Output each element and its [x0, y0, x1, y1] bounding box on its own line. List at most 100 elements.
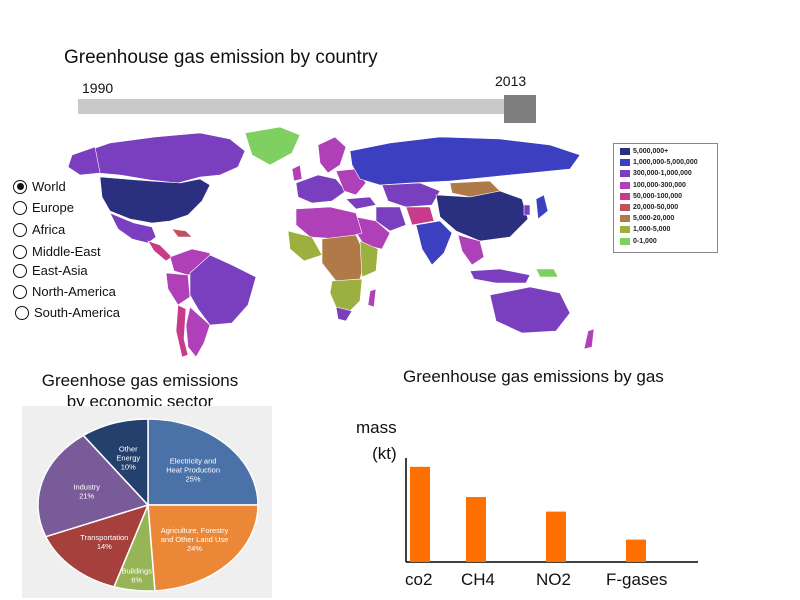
map-india: [415, 220, 453, 266]
radio-circle-icon[interactable]: [13, 263, 27, 278]
pie-slice: [37, 434, 150, 538]
y-axis-label-line-1: mass: [356, 418, 397, 437]
legend-item: 1,000-5,000: [620, 226, 671, 234]
map-southern-africa: [329, 278, 363, 314]
pie-slice-label: Electricity and: [170, 457, 217, 466]
legend-swatch: [620, 148, 630, 155]
region-radio-east-asia[interactable]: East-Asia: [13, 263, 88, 278]
legend-label: 50,000-100,000: [633, 192, 683, 200]
radio-circle-icon[interactable]: [13, 244, 27, 259]
region-radio-label: Africa: [32, 222, 66, 237]
legend-item: 5,000,000+: [620, 148, 668, 155]
pie-slice-percent: 14%: [97, 542, 112, 551]
map-brazil: [189, 254, 257, 326]
bar-co2: [410, 466, 430, 562]
map-chile: [175, 304, 189, 358]
pie-slice-percent: 25%: [186, 475, 201, 484]
map-south-africa: [335, 306, 353, 322]
map-legend: 5,000,000+ 1,000,000-5,000,000 300,000-1,0…: [613, 143, 718, 253]
legend-swatch: [620, 215, 630, 223]
world-map[interactable]: [60, 125, 620, 360]
x-tick-label: F-gases: [606, 570, 668, 589]
radio-circle-icon[interactable]: [13, 179, 27, 194]
legend-item: 5,000-20,000: [620, 215, 675, 223]
map-turkey: [345, 196, 377, 210]
legend-swatch: [620, 170, 630, 178]
map-australia: [489, 286, 571, 334]
radio-circle-icon[interactable]: [13, 200, 27, 215]
legend-swatch: [620, 204, 630, 211]
map-southeast-asia: [457, 234, 485, 266]
pie-slice-label: Heat Production: [166, 466, 220, 475]
map-greenland: [244, 126, 301, 166]
map-scandinavia: [317, 136, 347, 174]
pie-slice-label: Transportation: [80, 533, 128, 542]
pie-slice-label: and Other Land Use: [161, 535, 229, 544]
region-radio-label: Middle-East: [32, 244, 101, 259]
legend-swatch: [620, 226, 630, 234]
region-radio-europe[interactable]: Europe: [13, 200, 74, 215]
slider-end-label: 2013: [495, 73, 527, 89]
map-japan: [535, 194, 549, 220]
page-title: Greenhouse gas emission by country: [64, 47, 378, 68]
year-slider-track[interactable]: [78, 99, 536, 114]
bar-no2: [546, 511, 566, 562]
pie-slice-percent: 21%: [79, 492, 94, 501]
legend-label: 100,000-300,000: [633, 181, 686, 189]
legend-swatch: [620, 237, 630, 245]
legend-swatch: [620, 181, 630, 189]
region-radio-label: World: [32, 179, 66, 194]
pie-slice-label: Agriculture, Forestry: [161, 526, 229, 535]
x-tick-label: NO2: [536, 570, 571, 589]
map-east-africa: [359, 240, 379, 278]
pie-slice: [44, 503, 150, 588]
legend-item: 1,000,000-5,000,000: [620, 159, 698, 167]
year-slider-handle[interactable]: [504, 95, 536, 123]
x-tick-label: CH4: [461, 570, 496, 589]
radio-circle-icon[interactable]: [13, 284, 27, 299]
bar-f-gases: [626, 539, 646, 562]
pie-slice-percent: 24%: [187, 544, 202, 553]
map-alaska: [67, 146, 101, 176]
region-radio-label: South-America: [34, 305, 120, 320]
map-central-america: [147, 240, 173, 262]
pie-slice-percent: 6%: [131, 575, 142, 584]
region-radio-north-america[interactable]: North-America: [13, 284, 116, 299]
region-radio-label: Europe: [32, 200, 74, 215]
map-argentina: [185, 306, 211, 358]
map-west-africa: [287, 230, 323, 262]
pie-slice-label: Energy: [116, 454, 140, 463]
y-axis-label: mass (kt): [356, 415, 397, 467]
legend-label: 300,000-1,000,000: [633, 170, 692, 178]
map-central-africa: [321, 234, 367, 282]
map-mexico: [109, 212, 157, 244]
map-caribbean: [171, 228, 193, 238]
region-radio-world[interactable]: World: [13, 179, 66, 194]
pie-slice-label: Industry: [73, 483, 100, 492]
legend-label: 5,000,000+: [633, 148, 669, 155]
map-korea: [523, 204, 531, 216]
pie-slice-label: Other: [119, 445, 138, 454]
map-canada: [74, 132, 246, 184]
map-iran: [375, 206, 407, 232]
radio-circle-icon[interactable]: [15, 305, 29, 320]
legend-item: 300,000-1,000,000: [620, 170, 692, 178]
legend-label: 1,000,000-5,000,000: [633, 159, 698, 167]
map-russia: [349, 136, 581, 186]
region-radio-south-america[interactable]: South-America: [15, 305, 120, 320]
pie-slice-percent: 10%: [121, 463, 136, 472]
legend-item: 20,000-50,000: [620, 204, 678, 211]
legend-label: 1,000-5,000: [633, 226, 671, 234]
pie-slice: [147, 504, 259, 592]
x-tick-label: co2: [405, 570, 433, 589]
legend-label: 5,000-20,000: [633, 215, 675, 223]
bar-chart: [405, 458, 698, 563]
region-radio-middle-east[interactable]: Middle-East: [13, 244, 101, 259]
map-north-africa: [295, 206, 363, 240]
map-new-zealand: [583, 328, 595, 350]
legend-item: 100,000-300,000: [620, 181, 686, 189]
radio-circle-icon[interactable]: [13, 222, 27, 237]
region-radio-africa[interactable]: Africa: [13, 222, 65, 237]
legend-label: 20,000-50,000: [633, 204, 679, 211]
